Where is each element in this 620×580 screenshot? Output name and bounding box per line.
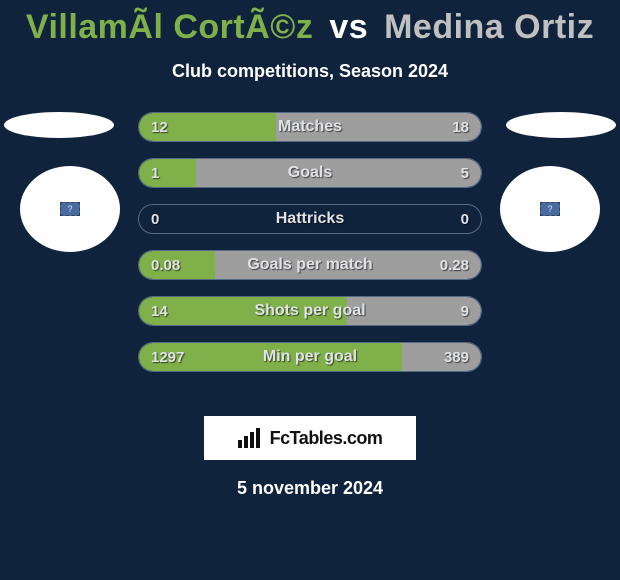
player2-ellipse (506, 112, 616, 138)
bar-fill-left (139, 343, 402, 371)
logo-text: FcTables.com (270, 428, 383, 449)
stat-value-right: 0 (461, 211, 469, 228)
placeholder-icon (540, 202, 560, 216)
stat-bars: 12Matches18 1Goals5 0Hattricks0 0.08Goals p… (138, 112, 482, 388)
bar-fill-left (139, 251, 215, 279)
player2-name: Medina Ortiz (384, 8, 594, 46)
placeholder-icon (60, 202, 80, 216)
competition-subtitle: Club competitions, Season 2024 (0, 61, 620, 82)
bar-fill-right (196, 159, 481, 187)
player1-name: VillamÃ­l CortÃ©z (26, 8, 313, 46)
bar-fill-right (402, 343, 481, 371)
bar-fill-left (139, 159, 196, 187)
site-logo: FcTables.com (204, 416, 416, 460)
vs-label: vs (329, 8, 368, 46)
stat-row: 0Hattricks0 (138, 204, 482, 234)
bars-icon (238, 428, 264, 448)
comparison-title: VillamÃ­l CortÃ©z vs Medina Ortiz (0, 0, 620, 47)
stat-label: Hattricks (139, 210, 481, 228)
bar-fill-right (276, 113, 481, 141)
bar-fill-right (215, 251, 481, 279)
stat-row: 12Matches18 (138, 112, 482, 142)
stat-row: 0.08Goals per match0.28 (138, 250, 482, 280)
player1-ellipse (4, 112, 114, 138)
snapshot-date: 5 november 2024 (0, 478, 620, 499)
bar-fill-left (139, 113, 276, 141)
player2-avatar (500, 166, 600, 252)
bar-fill-right (347, 297, 481, 325)
comparison-content: 12Matches18 1Goals5 0Hattricks0 0.08Goals p… (0, 112, 620, 412)
bar-fill-left (139, 297, 347, 325)
stat-row: 14Shots per goal9 (138, 296, 482, 326)
stat-row: 1297Min per goal389 (138, 342, 482, 372)
stat-row: 1Goals5 (138, 158, 482, 188)
player1-avatar (20, 166, 120, 252)
stat-value-left: 0 (151, 211, 159, 228)
